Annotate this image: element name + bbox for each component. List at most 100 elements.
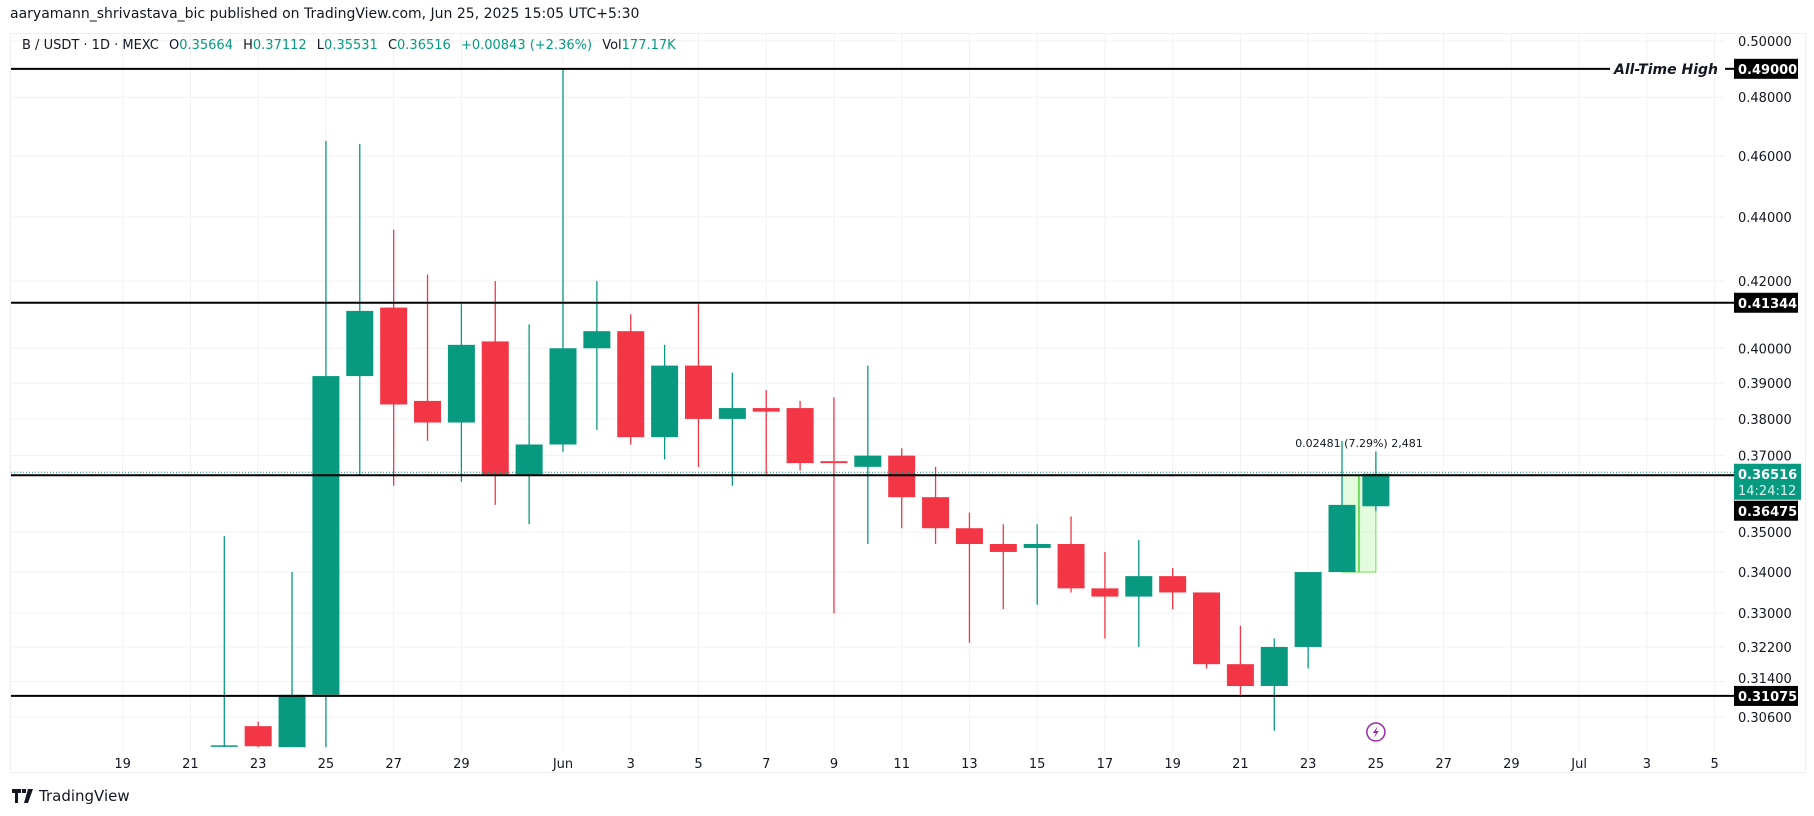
symbol-legend: B / USDT · 1D · MEXC O0.35664 H0.37112 L… bbox=[22, 38, 676, 53]
candle-body bbox=[1260, 646, 1288, 686]
candle[interactable] bbox=[617, 314, 645, 445]
candle-body bbox=[380, 307, 408, 405]
candle[interactable] bbox=[854, 365, 882, 544]
candle-body bbox=[1057, 543, 1085, 589]
high-label: H bbox=[243, 38, 253, 53]
x-tick-label: 19 bbox=[114, 757, 131, 772]
bar-countdown: 14:24:12 bbox=[1738, 484, 1796, 499]
x-tick-label: 29 bbox=[1503, 757, 1520, 772]
x-tick-label: 21 bbox=[182, 757, 199, 772]
candle[interactable] bbox=[1362, 451, 1390, 512]
candle[interactable] bbox=[210, 536, 238, 748]
last-price-tag bbox=[1734, 463, 1801, 500]
volume-value: 177.17K bbox=[621, 38, 676, 53]
candle[interactable] bbox=[820, 397, 848, 614]
candle[interactable] bbox=[1023, 524, 1051, 605]
candle[interactable] bbox=[1159, 568, 1187, 609]
measure-label: 0.02481 (7.29%) 2,481 bbox=[1295, 437, 1423, 450]
candle[interactable] bbox=[1057, 516, 1085, 593]
candle-body bbox=[651, 365, 679, 438]
candle-body bbox=[312, 376, 340, 695]
level-price-tag bbox=[1734, 292, 1798, 313]
candle-body bbox=[481, 341, 509, 475]
x-tick-label: Jul bbox=[1570, 757, 1587, 772]
close-label: C bbox=[387, 38, 398, 53]
open-label: O bbox=[168, 38, 180, 53]
change-value: +0.00843 (+2.36%) bbox=[460, 38, 593, 53]
candle-body bbox=[346, 310, 374, 377]
candle-body bbox=[786, 408, 814, 464]
level-price-label: 0.31075 bbox=[1738, 690, 1797, 705]
candle[interactable] bbox=[549, 68, 577, 452]
x-tick-label: 25 bbox=[318, 757, 335, 772]
candle[interactable] bbox=[278, 572, 306, 748]
lightning-icon[interactable] bbox=[1366, 722, 1386, 742]
candle[interactable] bbox=[651, 344, 679, 460]
candle-body bbox=[718, 408, 746, 419]
y-tick-label: 0.37000 bbox=[1738, 450, 1792, 465]
candle[interactable] bbox=[1260, 638, 1288, 731]
candle-body bbox=[989, 543, 1017, 552]
open-value: 0.35664 bbox=[179, 38, 233, 53]
candle[interactable] bbox=[989, 524, 1017, 609]
candle-body bbox=[1091, 588, 1119, 597]
candle-body bbox=[447, 344, 475, 423]
candle[interactable] bbox=[684, 304, 712, 467]
symbol-label[interactable]: B / USDT · 1D · MEXC bbox=[22, 38, 159, 53]
candle[interactable] bbox=[346, 143, 374, 475]
x-tick-label: 13 bbox=[961, 757, 978, 772]
x-tick-label: 15 bbox=[1029, 757, 1046, 772]
candle-body bbox=[583, 331, 611, 349]
candle[interactable] bbox=[1226, 625, 1254, 695]
level-price-label: 0.49000 bbox=[1738, 63, 1797, 78]
x-tick-label: 19 bbox=[1164, 757, 1181, 772]
footer-brand: TradingView bbox=[39, 787, 130, 805]
chart-pane[interactable] bbox=[10, 33, 1806, 773]
candle[interactable] bbox=[955, 512, 983, 643]
author-line: aaryamann_shrivastava_bic published on T… bbox=[10, 6, 640, 22]
candle[interactable] bbox=[1193, 592, 1221, 669]
candle-body bbox=[1193, 592, 1221, 665]
x-tick-label: 7 bbox=[762, 757, 770, 772]
candle[interactable] bbox=[481, 281, 509, 505]
y-tick-label: 0.39000 bbox=[1738, 377, 1792, 392]
candle-body bbox=[684, 365, 712, 419]
candle[interactable] bbox=[718, 372, 746, 486]
level-price-tag bbox=[1734, 685, 1798, 706]
x-tick-label: 3 bbox=[627, 757, 635, 772]
candle[interactable] bbox=[1125, 540, 1153, 647]
x-tick-label: 27 bbox=[385, 757, 402, 772]
level-price-tag bbox=[1734, 500, 1798, 521]
candle[interactable] bbox=[583, 281, 611, 430]
candle[interactable] bbox=[244, 721, 272, 748]
candle-body bbox=[955, 528, 983, 544]
candle[interactable] bbox=[1328, 440, 1356, 573]
candle[interactable] bbox=[922, 466, 950, 544]
candle[interactable] bbox=[752, 390, 780, 475]
high-value: 0.37112 bbox=[252, 38, 307, 53]
volume-label: Vol bbox=[602, 38, 622, 53]
candle[interactable] bbox=[1294, 572, 1322, 669]
x-tick-label: 5 bbox=[694, 757, 702, 772]
candle[interactable] bbox=[888, 448, 916, 529]
y-tick-label: 0.40000 bbox=[1738, 342, 1792, 357]
candle-body bbox=[617, 331, 645, 438]
y-tick-label: 0.44000 bbox=[1738, 211, 1792, 226]
candle-body bbox=[549, 348, 577, 445]
candle[interactable] bbox=[447, 304, 475, 482]
candle-body bbox=[1023, 543, 1051, 548]
candle[interactable] bbox=[414, 274, 442, 441]
candle-body bbox=[1362, 473, 1390, 507]
x-tick-label: 5 bbox=[1710, 757, 1718, 772]
candle-body bbox=[515, 444, 543, 475]
footer: TradingView bbox=[12, 787, 130, 805]
candle[interactable] bbox=[312, 140, 340, 748]
candle[interactable] bbox=[515, 324, 543, 525]
candle[interactable] bbox=[786, 400, 814, 471]
level-annotation: All-Time High bbox=[1613, 62, 1718, 78]
candle-body bbox=[1226, 664, 1254, 686]
candle[interactable] bbox=[380, 229, 408, 486]
candle[interactable] bbox=[1091, 551, 1119, 639]
low-value: 0.35531 bbox=[324, 38, 378, 53]
